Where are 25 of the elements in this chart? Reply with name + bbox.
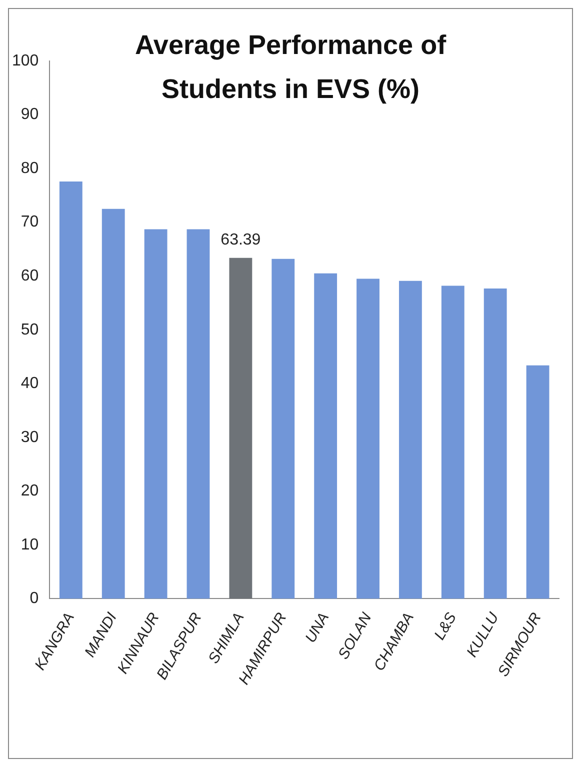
bar <box>314 273 338 599</box>
bar <box>144 229 168 599</box>
chart-title: Average Performance of Students in EVS (%) <box>134 29 448 106</box>
y-tick-label: 40 <box>20 375 39 392</box>
bar <box>102 208 125 599</box>
bar <box>441 286 464 599</box>
bar <box>526 365 550 599</box>
data-label: 63.39 <box>220 231 261 248</box>
bar <box>186 229 210 599</box>
y-tick-label: 80 <box>20 160 39 177</box>
y-tick-label: 90 <box>20 106 39 124</box>
y-tick-label: 10 <box>20 536 39 554</box>
bar <box>59 181 82 599</box>
y-tick-label: 50 <box>20 321 39 338</box>
bar <box>272 258 295 599</box>
y-tick-label: 70 <box>20 214 39 231</box>
y-tick-label: 0 <box>30 590 39 608</box>
bar <box>398 280 422 599</box>
bar <box>484 288 507 599</box>
bar <box>229 258 252 599</box>
y-tick-label: 20 <box>20 482 39 500</box>
y-tick-label: 30 <box>20 428 39 446</box>
y-tick-label: 60 <box>20 267 39 284</box>
y-tick-label: 100 <box>12 52 39 70</box>
bar <box>356 278 380 599</box>
